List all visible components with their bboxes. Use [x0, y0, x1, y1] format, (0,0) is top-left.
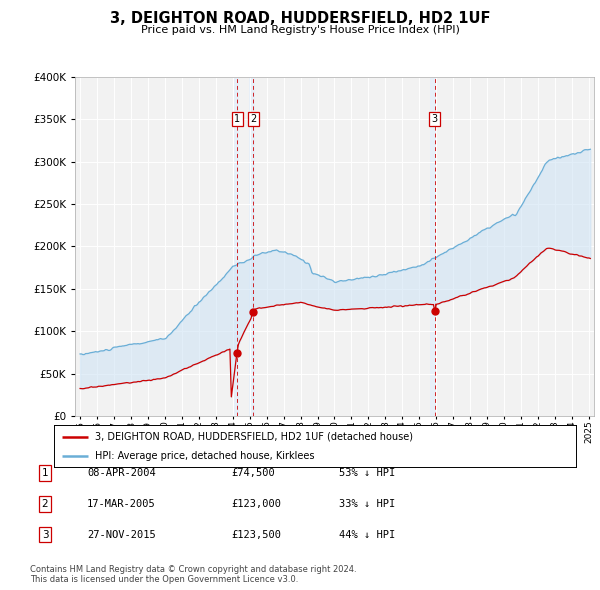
- Text: 1: 1: [41, 468, 49, 478]
- Text: 44% ↓ HPI: 44% ↓ HPI: [339, 530, 395, 539]
- Text: Contains HM Land Registry data © Crown copyright and database right 2024.
This d: Contains HM Land Registry data © Crown c…: [30, 565, 356, 584]
- Bar: [233, 77, 239, 416]
- Bar: [430, 77, 436, 416]
- Text: 3: 3: [431, 114, 437, 124]
- Text: HPI: Average price, detached house, Kirklees: HPI: Average price, detached house, Kirk…: [95, 451, 314, 461]
- Text: £123,000: £123,000: [231, 499, 281, 509]
- Text: 3, DEIGHTON ROAD, HUDDERSFIELD, HD2 1UF (detached house): 3, DEIGHTON ROAD, HUDDERSFIELD, HD2 1UF …: [95, 432, 413, 442]
- Text: 53% ↓ HPI: 53% ↓ HPI: [339, 468, 395, 478]
- Bar: [249, 77, 254, 416]
- Text: 17-MAR-2005: 17-MAR-2005: [87, 499, 156, 509]
- Text: 2: 2: [41, 499, 49, 509]
- Text: £74,500: £74,500: [231, 468, 275, 478]
- Text: 3: 3: [41, 530, 49, 539]
- Text: 2: 2: [250, 114, 256, 124]
- Text: 1: 1: [234, 114, 241, 124]
- Text: £123,500: £123,500: [231, 530, 281, 539]
- Text: Price paid vs. HM Land Registry's House Price Index (HPI): Price paid vs. HM Land Registry's House …: [140, 25, 460, 35]
- Text: 08-APR-2004: 08-APR-2004: [87, 468, 156, 478]
- Text: 3, DEIGHTON ROAD, HUDDERSFIELD, HD2 1UF: 3, DEIGHTON ROAD, HUDDERSFIELD, HD2 1UF: [110, 11, 490, 25]
- Text: 27-NOV-2015: 27-NOV-2015: [87, 530, 156, 539]
- Text: 33% ↓ HPI: 33% ↓ HPI: [339, 499, 395, 509]
